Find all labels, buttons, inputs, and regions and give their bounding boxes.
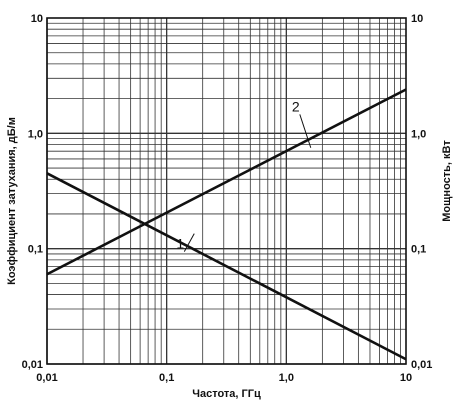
y-axis-title-left: Коэффициент затухания, дБ/м bbox=[6, 117, 18, 285]
x-tick-label: 1,0 bbox=[279, 372, 294, 384]
series-leader-2 bbox=[299, 114, 312, 148]
y-tick-label-right: 0,1 bbox=[411, 244, 426, 256]
series-label-2: 2 bbox=[292, 98, 300, 114]
series-layer: 12 bbox=[46, 88, 407, 361]
y-tick-label-left: 1,0 bbox=[28, 128, 43, 140]
x-tick-label: 0,1 bbox=[159, 372, 174, 384]
x-tick-label: 0,01 bbox=[36, 372, 57, 384]
y-tick-label-left: 0,01 bbox=[22, 359, 43, 371]
y-axis-title-right: Мощность, кВт bbox=[441, 140, 453, 222]
y-tick-label-right: 1,0 bbox=[411, 128, 426, 140]
y-tick-label-right: 0,01 bbox=[411, 359, 432, 371]
x-tick-label: 10 bbox=[400, 372, 412, 384]
series-line-1 bbox=[46, 172, 407, 361]
y-tick-label-left: 0,1 bbox=[28, 244, 43, 256]
series-label-1: 1 bbox=[176, 236, 184, 252]
series-leader-1 bbox=[183, 233, 195, 252]
y-tick-label-right: 10 bbox=[411, 13, 423, 25]
y-tick-label-left: 10 bbox=[31, 13, 43, 25]
plot-frame bbox=[46, 17, 407, 365]
x-axis-title: Частота, ГГц bbox=[192, 388, 261, 400]
series-line-2 bbox=[46, 88, 407, 276]
grid bbox=[46, 18, 406, 365]
